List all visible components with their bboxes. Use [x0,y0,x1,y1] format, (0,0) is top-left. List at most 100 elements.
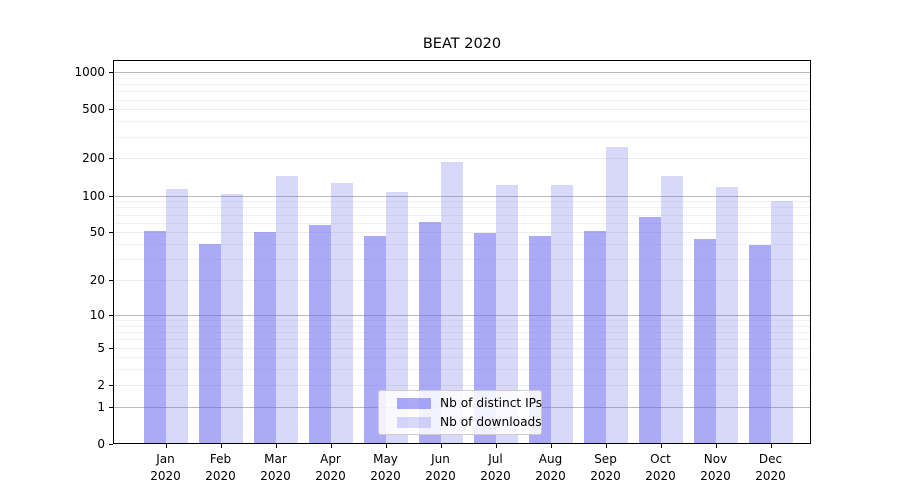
x-axis-tick [385,444,387,448]
minor-gridline [114,259,810,261]
x-axis-tick-label: Jan 2020 [150,452,181,483]
y-axis-tick-label: 100 [82,188,105,203]
gridline [114,347,810,349]
x-axis-tick-label: Feb 2020 [205,452,236,483]
y-axis-tick [109,232,113,234]
bar-downloads-may [385,191,408,444]
minor-gridline [114,99,810,101]
x-axis-tick-label: Aug 2020 [535,452,566,483]
bar-distinct-ips-feb [198,244,221,444]
bar-distinct-ips-dec [748,245,771,444]
legend-swatch-distinct-ips-icon [397,397,431,409]
bar-downloads-feb [220,194,243,444]
y-axis-tick-label: 0 [97,437,105,451]
y-axis-tick [109,406,113,408]
x-axis-tick [770,444,772,448]
minor-gridline [114,332,810,333]
minor-gridline [114,84,810,85]
x-axis-tick [330,444,332,448]
minor-gridline [114,91,810,93]
bar-distinct-ips-jun [418,221,441,444]
minor-gridline [114,207,810,209]
chart-title: BEAT 2020 [422,36,502,52]
legend: Nb of distinct IPs Nb of downloads [378,390,542,435]
y-axis-tick [109,347,113,349]
legend-label-distinct-ips: Nb of distinct IPs [440,396,543,410]
x-axis-tick-label: Dec 2020 [755,452,786,483]
bar-distinct-ips-jan [143,231,166,444]
y-axis-tick-label: 50 [89,225,105,240]
major-gridline [114,195,810,197]
bar-distinct-ips-apr [308,225,331,444]
minor-gridline [114,357,810,359]
minor-gridline [114,214,810,216]
x-axis-tick [550,444,552,448]
y-axis-tick-label: 5 [97,340,105,355]
bar-downloads-nov [715,186,738,444]
y-axis-tick-label: 1000 [74,65,105,79]
x-axis-tick [275,444,277,448]
x-axis-tick [605,444,607,448]
x-axis-tick-label: Apr 2020 [315,452,346,483]
bar-downloads-aug [550,185,573,444]
legend-swatch-downloads-icon [397,416,431,428]
minor-gridline [114,121,810,123]
minor-gridline [114,136,810,138]
y-axis-tick-label: 10 [89,307,105,322]
bar-distinct-ips-mar [253,232,276,444]
x-axis-tick [220,444,222,448]
bar-downloads-apr [330,182,353,444]
major-gridline [114,72,810,73]
y-axis-tick-label: 2 [97,377,105,392]
bar-distinct-ips-nov [693,239,716,444]
x-axis-tick-label: May 2020 [370,452,401,483]
y-axis-tick-label: 500 [82,102,105,117]
gridline [114,158,810,160]
x-axis-tick-label: Nov 2020 [700,452,731,483]
bar-downloads-jun [440,162,463,444]
x-axis-tick [165,444,167,448]
x-axis-tick-label: Mar 2020 [260,452,291,483]
x-axis-tick-label: Jul 2020 [480,452,511,483]
bar-distinct-ips-sep [583,231,606,444]
plot-area [113,60,811,444]
bar-downloads-jan [165,188,188,444]
minor-gridline [114,369,810,371]
x-axis-tick-label: Sep 2020 [590,452,621,483]
x-axis-tick-label: Oct 2020 [645,452,676,483]
x-axis-tick [715,444,717,448]
y-axis-tick [109,195,113,197]
minor-gridline [114,222,810,224]
gridline [114,109,810,111]
y-axis-tick [109,280,113,282]
gridline [114,280,810,282]
minor-gridline [114,320,810,321]
y-axis-tick [109,314,113,316]
y-axis-tick-label: 20 [89,273,105,288]
minor-gridline [114,325,810,327]
y-axis-tick [109,109,113,111]
y-axis-tick-label: 1 [97,399,105,414]
minor-gridline [114,244,810,245]
bar-distinct-ips-oct [638,216,661,444]
y-axis-tick [109,384,113,386]
bar-downloads-sep [605,146,628,444]
x-axis-tick [660,444,662,448]
x-axis-tick-label: Jun 2020 [425,452,456,483]
x-axis-tick [495,444,497,448]
bar-downloads-jul [495,184,518,444]
y-axis-tick-label: 200 [82,151,105,166]
gridline [114,384,810,386]
y-axis-tick [109,158,113,160]
y-axis-tick [109,444,113,445]
gridline [114,232,810,234]
minor-gridline [114,339,810,341]
axes-spines [113,60,811,444]
legend-label-downloads: Nb of downloads [440,415,542,429]
legend-row-distinct-ips: Nb of distinct IPs [397,396,543,410]
minor-gridline [114,77,810,79]
bar-downloads-dec [770,201,793,444]
x-axis-tick [440,444,442,448]
legend-row-downloads: Nb of downloads [397,415,542,429]
